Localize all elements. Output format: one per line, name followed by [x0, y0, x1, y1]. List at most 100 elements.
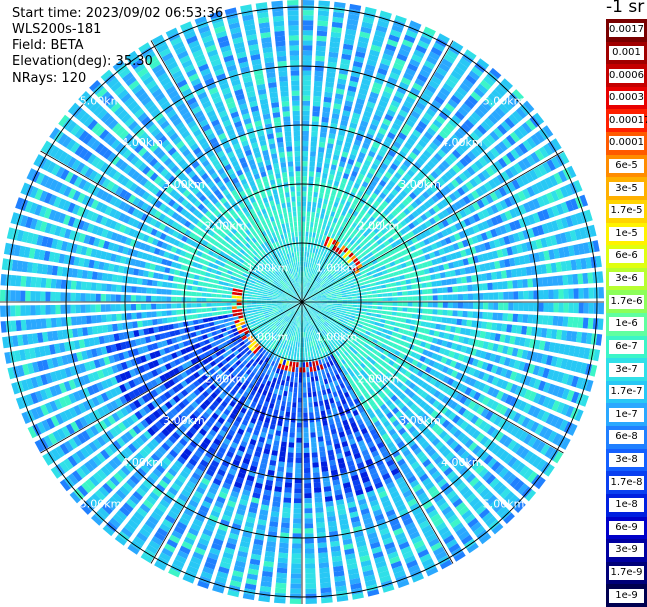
heatmap-cell — [331, 280, 337, 284]
heatmap-cell — [328, 275, 333, 280]
heatmap-cell — [387, 237, 395, 244]
heatmap-cell — [362, 325, 368, 330]
heatmap-cell — [313, 263, 316, 269]
heatmap-cell — [507, 181, 516, 193]
heatmap-cell — [373, 277, 380, 282]
heatmap-cell — [345, 289, 352, 293]
heatmap-cell — [367, 96, 378, 104]
heatmap-cell — [418, 240, 426, 248]
heatmap-cell — [320, 250, 324, 256]
heatmap-cell — [406, 137, 416, 146]
heatmap-cell — [385, 184, 393, 192]
heatmap-cell — [379, 280, 386, 285]
heatmap-cell — [501, 323, 508, 332]
heatmap-cell — [402, 268, 409, 274]
heatmap-cell — [457, 106, 469, 117]
heatmap-cell — [398, 244, 405, 251]
heatmap-cell — [294, 346, 298, 352]
heatmap-cell — [324, 157, 331, 164]
heatmap-cell — [319, 280, 325, 285]
heatmap-cell — [320, 290, 325, 294]
heatmap-cell — [349, 261, 355, 266]
heatmap-cell — [403, 123, 413, 132]
heatmap-cell — [450, 252, 458, 260]
heatmap-cell — [336, 305, 342, 308]
heatmap-cell — [349, 232, 355, 239]
heatmap-cell — [396, 113, 406, 123]
heatmap-cell — [309, 226, 313, 233]
heatmap-cell — [341, 295, 347, 298]
heatmap-cell — [357, 295, 363, 299]
heatmap-cell — [323, 277, 328, 282]
heatmap-cell — [440, 145, 450, 155]
heatmap-cell — [414, 242, 421, 250]
heatmap-cell — [436, 316, 443, 323]
heatmap-cell — [472, 224, 480, 234]
heatmap-cell — [423, 131, 434, 141]
heatmap-cell — [329, 243, 334, 250]
heatmap-cell — [484, 262, 491, 271]
heatmap-cell — [486, 322, 493, 330]
heatmap-cell — [312, 462, 319, 468]
heatmap-cell — [319, 267, 324, 273]
heatmap-cell — [588, 287, 594, 299]
heatmap-cell — [318, 197, 323, 204]
heatmap-cell — [313, 95, 322, 102]
heatmap-cell — [562, 274, 569, 286]
heatmap-cell — [505, 168, 515, 179]
heatmap-cell — [598, 302, 604, 315]
heatmap-cell — [548, 289, 554, 299]
heatmap-cell — [553, 172, 563, 185]
heatmap-cell — [553, 289, 559, 299]
heatmap-cell — [358, 125, 367, 133]
heatmap-cell — [302, 85, 311, 91]
heatmap-cell — [451, 149, 462, 159]
heatmap-cell — [386, 109, 396, 117]
heatmap-cell — [370, 44, 382, 53]
heatmap-cell — [375, 285, 382, 290]
heatmap-cell — [350, 312, 357, 316]
heatmap-cell — [319, 136, 326, 143]
heatmap-cell — [312, 247, 316, 254]
heatmap-cell — [417, 40, 430, 50]
heatmap-cell — [313, 281, 318, 287]
heatmap-cell — [321, 296, 327, 299]
heatmap-cell — [464, 119, 475, 130]
heatmap-cell — [305, 294, 309, 299]
heatmap-cell — [381, 200, 389, 208]
heatmap-cell — [523, 100, 535, 113]
heatmap-cell — [280, 527, 290, 534]
heatmap-cell — [412, 228, 419, 236]
heatmap-cell — [320, 213, 325, 220]
heatmap-cell — [326, 372, 331, 379]
heatmap-cell — [296, 442, 302, 448]
heatmap-cell — [344, 100, 353, 107]
heatmap-cell — [391, 209, 399, 217]
heatmap-cell — [502, 313, 509, 322]
heatmap-cell — [458, 198, 467, 207]
heatmap-cell — [455, 145, 465, 156]
heatmap-cell — [352, 144, 360, 151]
heatmap-cell — [279, 358, 284, 365]
heatmap-cell — [318, 562, 330, 569]
heatmap-cell — [303, 447, 310, 453]
heatmap-cell — [578, 288, 584, 299]
heatmap-cell — [522, 188, 531, 199]
heatmap-cell — [355, 260, 361, 266]
heatmap-cell — [306, 267, 309, 273]
heatmap-cell — [416, 225, 424, 233]
heatmap-cell — [427, 160, 436, 169]
heatmap-cell — [595, 255, 602, 268]
heatmap-cell — [375, 317, 381, 322]
heatmap-cell — [322, 167, 329, 174]
heatmap-cell — [558, 247, 565, 258]
heatmap-cell — [281, 436, 288, 443]
heatmap-cell — [481, 273, 487, 281]
heatmap-cell — [322, 299, 328, 301]
heatmap-cell — [378, 15, 391, 24]
heatmap-cell — [518, 217, 527, 228]
heatmap-cell — [313, 288, 318, 293]
heatmap-cell — [449, 270, 456, 277]
heatmap-cell — [498, 292, 504, 300]
heatmap-cell — [302, 55, 312, 61]
